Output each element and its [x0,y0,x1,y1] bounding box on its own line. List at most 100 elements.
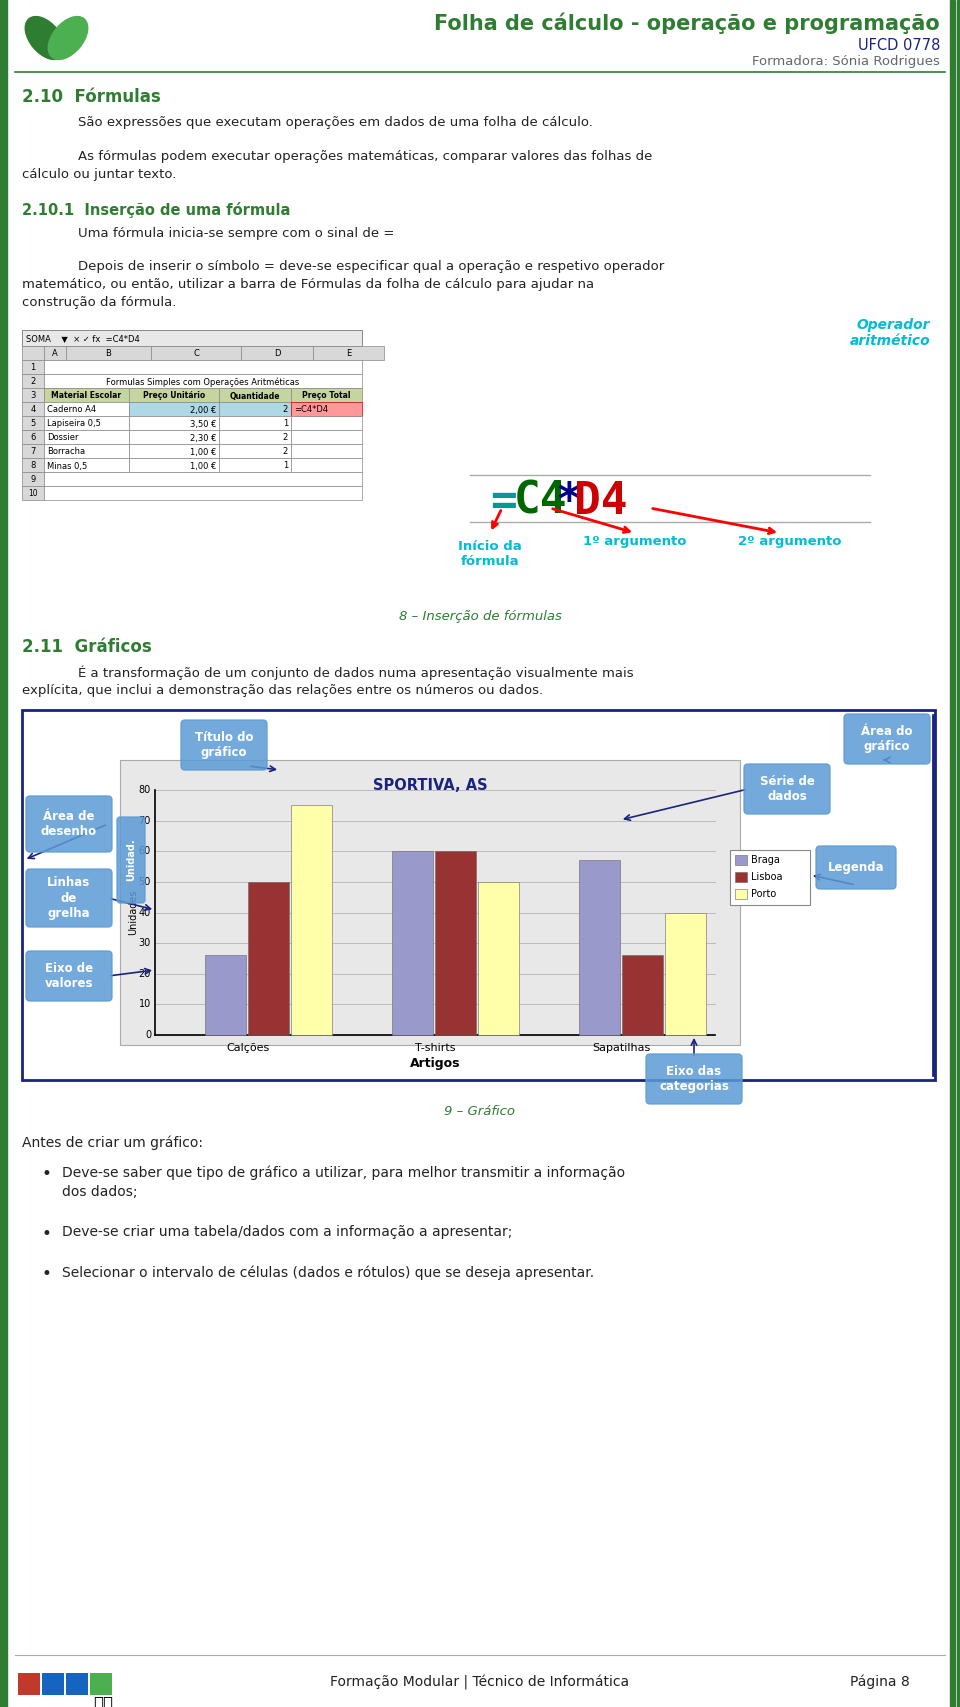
Bar [291,457,362,473]
Bar [22,374,44,387]
FancyBboxPatch shape [181,720,267,770]
Text: 7: 7 [31,447,36,456]
Text: 40: 40 [139,908,151,917]
Text: Depois de inserir o símbolo = deve-se especificar qual a operação e respetivo op: Depois de inserir o símbolo = deve-se es… [78,259,664,273]
Text: Preço Unitário: Preço Unitário [143,391,205,401]
Bar [478,883,519,1034]
Text: 9: 9 [31,476,36,485]
Bar [44,360,362,374]
Bar [292,806,332,1034]
Text: Título do
gráfico: Título do gráfico [195,731,253,760]
Bar [44,347,66,360]
Text: 2º argumento: 2º argumento [738,534,842,548]
Text: 2.10  Fórmulas: 2.10 Fórmulas [22,89,160,106]
Text: 2: 2 [31,377,36,386]
Bar [957,0,960,1707]
Text: 1: 1 [283,420,288,428]
Text: SOMA    ▼  × ✓ fx  =C4*D4: SOMA ▼ × ✓ fx =C4*D4 [26,335,140,343]
Bar [219,457,291,473]
Bar [291,387,362,403]
Bar [291,430,362,444]
Bar [44,457,129,473]
Text: •: • [42,1226,52,1243]
Bar [219,444,291,457]
Text: Minas 0,5: Minas 0,5 [47,461,87,471]
Text: Calções: Calções [227,1043,270,1053]
Text: UFCD 0778: UFCD 0778 [857,38,940,53]
FancyBboxPatch shape [26,951,112,1000]
Bar [44,430,129,444]
Bar [22,457,44,473]
Text: Deve-se criar uma tabela/dados com a informação a apresentar;: Deve-se criar uma tabela/dados com a inf… [62,1226,513,1239]
Text: D4: D4 [574,480,628,522]
Bar [22,403,44,417]
Bar [44,374,362,387]
Bar [66,1673,88,1695]
Bar [44,387,129,403]
Text: As fórmulas podem executar operações matemáticas, comparar valores das folhas de: As fórmulas podem executar operações mat… [78,150,653,162]
FancyBboxPatch shape [646,1053,742,1104]
Text: 2,00 €: 2,00 € [190,406,216,415]
Bar [22,360,44,374]
Text: 1,00 €: 1,00 € [190,461,216,471]
Bar [219,417,291,430]
Text: Artigos: Artigos [410,1057,460,1070]
Text: 1: 1 [283,461,288,471]
Text: Antes de criar um gráfico:: Antes de criar um gráfico: [22,1135,203,1149]
Text: Deve-se saber que tipo de gráfico a utilizar, para melhor transmitir a informaçã: Deve-se saber que tipo de gráfico a util… [62,1164,625,1180]
Text: poΨH: poΨH [18,1695,44,1704]
Text: 6: 6 [31,434,36,442]
Text: Formadora: Sónia Rodrigues: Formadora: Sónia Rodrigues [752,55,940,68]
Text: dos dados;: dos dados; [62,1185,137,1198]
Text: 80: 80 [139,785,151,795]
FancyBboxPatch shape [844,714,930,765]
Text: Formação Modular | Técnico de Informática: Formação Modular | Técnico de Informátic… [330,1675,630,1690]
Text: 1,00 €: 1,00 € [190,447,216,456]
Text: explícita, que inclui a demonstração das relações entre os números ou dados.: explícita, que inclui a demonstração das… [22,685,543,696]
Text: Área de
desenho: Área de desenho [41,811,97,838]
Bar [219,387,291,403]
Text: 60: 60 [139,847,151,857]
Text: C: C [193,350,199,358]
Text: Série de
dados: Série de dados [759,775,814,802]
Bar [735,889,747,900]
Bar [950,0,955,1707]
Text: Material Escolar: Material Escolar [52,391,122,401]
Text: 2: 2 [283,434,288,442]
Text: 10: 10 [28,490,37,498]
Text: Uma fórmula inicia-se sempre com o sinal de =: Uma fórmula inicia-se sempre com o sinal… [78,227,395,241]
Bar [241,347,313,360]
Text: *: * [555,480,582,522]
Text: 30: 30 [139,939,151,947]
Text: 🇵🇹: 🇵🇹 [93,1695,113,1707]
Bar [291,444,362,457]
Text: 4: 4 [31,406,36,415]
Text: T-shirts: T-shirts [415,1043,455,1053]
Bar [435,852,476,1034]
Text: Lapiseira 0,5: Lapiseira 0,5 [47,420,101,428]
Bar [313,347,384,360]
Bar [44,403,129,417]
Text: EU: EU [68,1695,80,1704]
Text: Unidad.: Unidad. [126,838,136,881]
Text: 3: 3 [31,391,36,401]
Text: 50: 50 [138,877,151,888]
Text: Legenda: Legenda [828,860,884,874]
Text: 2.10.1  Inserção de uma fórmula: 2.10.1 Inserção de uma fórmula [22,201,290,218]
Bar [44,417,129,430]
Text: 2,30 €: 2,30 € [189,434,216,442]
Text: D: D [274,350,280,358]
Text: •: • [42,1265,52,1284]
Text: Início da
fórmula: Início da fórmula [458,539,522,568]
Bar [22,473,44,486]
Text: 3,50 €: 3,50 € [189,420,216,428]
Bar [730,850,810,905]
Bar [44,486,362,500]
Text: 2.11  Gráficos: 2.11 Gráficos [22,638,152,655]
Text: cálculo ou juntar texto.: cálculo ou juntar texto. [22,167,177,181]
Text: 8 – Inserção de fórmulas: 8 – Inserção de fórmulas [398,609,562,623]
Bar [249,883,289,1034]
FancyBboxPatch shape [26,795,112,852]
Bar [151,347,241,360]
Text: Dossier: Dossier [47,434,79,442]
